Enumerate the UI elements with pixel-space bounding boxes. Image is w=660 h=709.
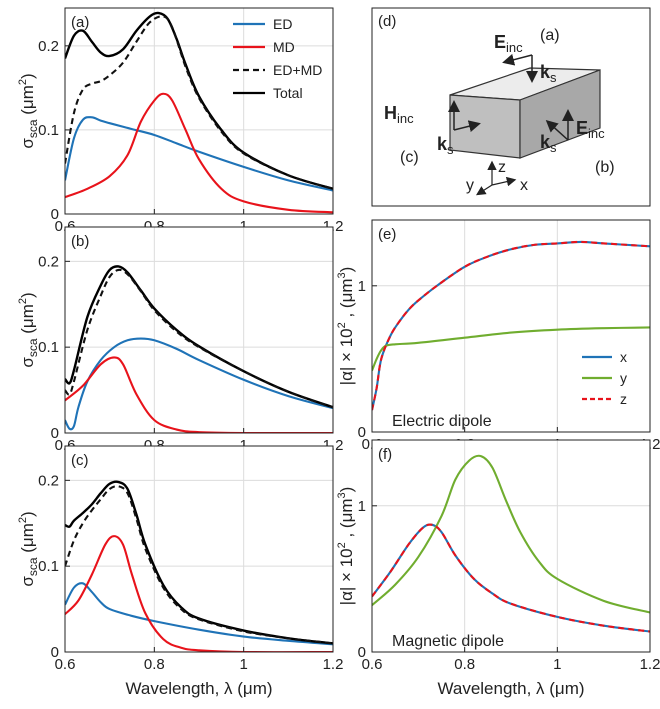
x-tick-label-f: 1.2: [640, 656, 660, 673]
x-tick-label-f: 1: [553, 656, 561, 673]
annotation-f: Magnetic dipole: [392, 633, 504, 650]
axes-frame-b: [64, 226, 334, 434]
plot-area-f: [372, 440, 650, 652]
legend-label-ed-md: ED+MD: [273, 62, 322, 78]
axis-x-label: x: [520, 177, 528, 194]
series-line-f-z: [372, 523, 650, 633]
chart-panel-b: 00.10.20.6 0.8 1 1.2(b)σsca (μm2): [17, 226, 343, 454]
axes-frame-a: [64, 7, 334, 215]
series-line-e-z: [372, 240, 650, 411]
series-line-a-ed-md: [65, 15, 333, 190]
plot-area-c: [65, 446, 333, 652]
axis-z-label: z: [498, 159, 506, 176]
panel-label-b: (b): [71, 233, 89, 250]
box-side-face: [519, 69, 601, 159]
series-line-b-ed: [65, 337, 333, 431]
axes-frame-f: [371, 439, 651, 653]
axes-frame-e: [371, 219, 651, 433]
y-tick-label-c: 0.2: [38, 472, 59, 489]
x-tick-label-f: 0.6: [362, 656, 383, 673]
y-tick-label-f: 0: [358, 644, 366, 661]
panel-label-e: (e): [378, 226, 396, 243]
series-line-b-ed-md: [65, 268, 333, 409]
y-tick-label-f: 1: [358, 498, 366, 515]
x-tick-label-c: 0.8: [144, 656, 165, 673]
axes-frame-c: [64, 445, 334, 653]
box-front-face: [449, 94, 521, 159]
y-tick-label-a: 0.1: [38, 122, 59, 139]
panel-label-c: (c): [71, 452, 89, 469]
axis-y-label: y: [466, 177, 474, 194]
chart-panel-a: 00.10.20.6 0.8 1 1.2(a)σsca (μm2)EDMDED+MDT…: [17, 7, 343, 235]
series-line-a-md: [65, 92, 333, 214]
k-s-left-arrow: [453, 120, 481, 133]
plots-layer: 0 0.1 0.2 0.6 0.8 1 1.2 (a) σsca (μm2) ED MD ED+MD T…: [17, 7, 660, 698]
y-tick-label-b: 0: [51, 425, 59, 442]
x-tick-label-c: 0.6: [55, 656, 76, 673]
y-tick-label-b: 0.1: [38, 339, 59, 356]
x-axis-title-c: Wavelength, λ (μm): [125, 679, 272, 698]
plot-area-e: [372, 220, 650, 432]
x-tick-label-c: 1: [239, 656, 247, 673]
panel-label-a: (a): [71, 14, 89, 31]
x-axis-title-f: Wavelength, λ (μm): [437, 679, 584, 698]
face-label-a: (a): [540, 27, 560, 44]
series-line-c-ed: [65, 582, 333, 646]
legend-label-z: z: [620, 391, 627, 407]
e-inc-right-label: Einc: [576, 118, 605, 141]
schematic-panel: (d) (a) Einc ks Hinc ks (c) Einc ks (b) …: [371, 7, 651, 207]
series-line-f-y: [372, 454, 650, 614]
h-inc-label: Hinc: [384, 103, 414, 126]
legend-label-x: x: [620, 349, 627, 365]
schematic-panel-label: (d): [378, 13, 396, 30]
y-tick-label-c: 0.1: [38, 558, 59, 575]
series-line-a-ed: [65, 116, 333, 192]
series-line-c-ed-md: [65, 485, 333, 645]
plot-area-b: [65, 227, 333, 433]
y-axis-title-c: σsca (μm2): [17, 511, 40, 586]
legend-label-ed: ED: [273, 16, 292, 32]
y-tick-label-a: 0.2: [38, 38, 59, 55]
axis-x-arrow: [491, 176, 517, 187]
series-line-c-md: [65, 535, 333, 652]
y-axis-title-f: |α| × 102 , (μm3): [336, 487, 356, 606]
y-axis-title-b: σsca (μm2): [17, 292, 40, 367]
k-s-left-label: ks: [437, 134, 454, 157]
e-inc-top-label: Einc: [494, 32, 523, 55]
y-tick-label-a: 0: [51, 206, 59, 223]
y-axis-title-a: σsca (μm2): [17, 73, 40, 148]
y-tick-label-e: 0: [358, 424, 366, 441]
series-line-e-y: [372, 326, 650, 371]
legend-label-md: MD: [273, 39, 295, 55]
axis-y-arrow: [475, 184, 493, 196]
y-tick-label-e: 1: [358, 278, 366, 295]
k-s-right-arrow: [545, 119, 569, 141]
y-tick-label-c: 0: [51, 644, 59, 661]
legend-label-y: y: [620, 370, 627, 386]
chart-panel-e: 010.60.811.2(e)|α| × 102 , (μm3)Electric…: [336, 219, 660, 453]
x-tick-label-c: 1.2: [323, 656, 344, 673]
annotation-e: Electric dipole: [392, 413, 492, 430]
face-label-b: (b): [595, 159, 615, 176]
y-axis-title-e: |α| × 102 , (μm3): [336, 267, 356, 386]
x-tick-label-f: 0.8: [454, 656, 475, 673]
legend-label-total: Total: [273, 85, 303, 101]
panel-label-f: (f): [378, 446, 392, 463]
y-tick-label-b: 0.2: [38, 253, 59, 270]
e-inc-top-arrow: [502, 53, 533, 66]
face-label-c: (c): [400, 149, 419, 166]
chart-panel-f: 0 1 0.6 0.8 1 1.2 (f) |α| × 102 , (μm3) Waveleng…: [336, 439, 660, 698]
k-s-top-label: ks: [540, 62, 557, 85]
chart-panel-c: 0 0.1 0.2 0.6 0.8 1 1.2 (c) σsca (μm2) Wavelength…: [17, 445, 344, 698]
k-s-right-label: ks: [540, 132, 557, 155]
